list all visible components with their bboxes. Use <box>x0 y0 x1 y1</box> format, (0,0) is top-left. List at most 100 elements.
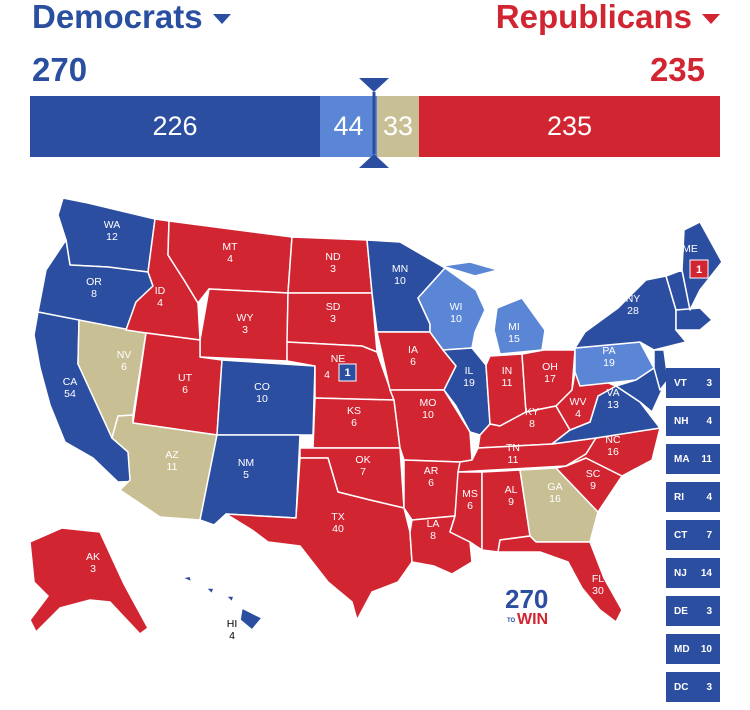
state-il[interactable] <box>442 347 491 436</box>
state-label-wv-abbr: WV <box>570 396 587 408</box>
small-state-ev: 3 <box>706 605 712 617</box>
small-states-list: VT 3 NH 4 MA 11 RI 4 CT 7 NJ 14 DE 3 MD 10 DC 3 <box>666 368 720 710</box>
state-label-mo-ev: 10 <box>422 409 434 421</box>
state-fl[interactable] <box>497 535 623 623</box>
solid-dem-segment: 226 <box>30 96 320 157</box>
state-label-pa-abbr: PA <box>602 345 615 357</box>
state-label-me-abbr: ME <box>682 243 698 255</box>
state-label-al-ev: 9 <box>508 496 514 508</box>
small-state-nh[interactable]: NH 4 <box>666 406 720 436</box>
state-label-nc-abbr: NC <box>605 434 621 446</box>
state-label-me-ev: 3 <box>677 263 683 275</box>
state-label-ia-ev: 6 <box>410 356 416 368</box>
state-label-va-ev: 13 <box>607 399 619 411</box>
small-state-abbr: DE <box>674 605 688 617</box>
270towin-logo: 270 TO WIN <box>505 584 548 628</box>
small-state-dc[interactable]: DC 3 <box>666 672 720 702</box>
state-label-wy-abbr: WY <box>237 312 254 324</box>
small-state-de[interactable]: DE 3 <box>666 596 720 626</box>
state-label-id-ev: 4 <box>157 297 163 309</box>
state-label-id-abbr: ID <box>155 285 166 297</box>
state-label-hi-abbr: HI <box>227 618 238 630</box>
state-label-la-abbr: LA <box>427 518 440 530</box>
state-label-or-ev: 8 <box>91 288 97 300</box>
state-label-ne-abbr: NE <box>331 353 346 365</box>
state-label-ar-abbr: AR <box>424 465 439 477</box>
state-tx[interactable] <box>225 457 413 621</box>
state-label-ny-abbr: NY <box>626 293 641 305</box>
state-label-mt-abbr: MT <box>222 241 238 253</box>
state-label-nd-abbr: ND <box>325 251 341 263</box>
small-state-abbr: MA <box>674 453 690 465</box>
state-label-mn-ev: 10 <box>394 275 406 287</box>
state-label-ky-ev: 8 <box>529 418 535 430</box>
small-state-ri[interactable]: RI 4 <box>666 482 720 512</box>
me-district-badge[interactable] <box>689 259 709 279</box>
democrats-dropdown[interactable]: Democrats <box>32 0 231 34</box>
state-label-ca-abbr: CA <box>63 376 78 388</box>
state-md-de[interactable] <box>615 367 663 413</box>
state-label-al-abbr: AL <box>505 484 518 496</box>
state-label-ok-abbr: OK <box>355 454 370 466</box>
state-ak[interactable] <box>29 527 149 635</box>
state-hi[interactable] <box>181 575 263 631</box>
small-state-ma[interactable]: MA 11 <box>666 444 720 474</box>
chevron-down-icon <box>702 14 720 24</box>
state-nc[interactable] <box>565 427 661 477</box>
us-electoral-map[interactable]: 1 1 WA 12 OR 8 CA 54 NV 6 ID 4 MT 4 WY 3… <box>0 190 750 710</box>
state-label-ok-ev: 7 <box>360 466 366 478</box>
state-label-nv-ev: 6 <box>121 361 127 373</box>
state-wi[interactable] <box>417 267 486 351</box>
state-label-oh-ev: 17 <box>544 373 556 385</box>
small-state-ev: 3 <box>706 377 712 389</box>
270-marker-icon <box>359 78 389 168</box>
state-label-ny-ev: 28 <box>627 305 639 317</box>
state-wy[interactable] <box>199 288 289 362</box>
state-label-ga-abbr: GA <box>547 481 562 493</box>
republicans-dropdown[interactable]: Republicans <box>496 0 720 34</box>
small-state-abbr: NJ <box>674 567 687 579</box>
state-label-wy-ev: 3 <box>242 324 248 336</box>
state-label-nm-ev: 5 <box>243 469 249 481</box>
state-label-tn-ev: 11 <box>508 454 519 466</box>
state-label-nm-abbr: NM <box>238 457 254 469</box>
small-state-nj[interactable]: NJ 14 <box>666 558 720 588</box>
state-label-ar-ev: 6 <box>428 477 434 489</box>
state-label-ut-abbr: UT <box>178 372 193 384</box>
state-label-oh-abbr: OH <box>542 361 558 373</box>
state-label-mt-ev: 4 <box>227 253 233 265</box>
state-label-wa-ev: 12 <box>106 231 118 243</box>
state-label-ia-abbr: IA <box>408 344 418 356</box>
state-label-ne-ev: 4 <box>324 369 330 381</box>
chevron-down-icon <box>212 14 231 24</box>
state-label-sd-ev: 3 <box>330 313 336 325</box>
lean-dem-segment: 44 <box>320 96 377 157</box>
small-state-md[interactable]: MD 10 <box>666 634 720 664</box>
ne-district-badge[interactable] <box>338 363 357 382</box>
state-label-la-ev: 8 <box>430 530 436 542</box>
state-label-hi-ev: 4 <box>229 630 235 642</box>
state-label-nv-abbr: NV <box>117 349 132 361</box>
state-nj[interactable] <box>653 349 669 391</box>
small-state-ct[interactable]: CT 7 <box>666 520 720 550</box>
state-label-mn-abbr: MN <box>392 263 408 275</box>
small-state-ev: 11 <box>701 453 712 465</box>
state-label-nc-ev: 16 <box>607 446 619 458</box>
state-label-fl-ev: 30 <box>592 585 604 597</box>
state-label-wi-abbr: WI <box>450 301 463 313</box>
state-label-nd-ev: 3 <box>330 263 336 275</box>
small-state-ev: 3 <box>706 681 712 693</box>
state-ma-ct-ri[interactable] <box>675 307 713 331</box>
democrats-total: 270 <box>32 51 88 88</box>
small-state-vt[interactable]: VT 3 <box>666 368 720 398</box>
state-label-az-abbr: AZ <box>165 449 179 461</box>
small-state-abbr: MD <box>674 643 690 655</box>
state-nm[interactable] <box>199 434 301 526</box>
small-state-ev: 7 <box>706 529 712 541</box>
state-label-ak-ev: 3 <box>90 563 96 575</box>
state-label-ut-ev: 6 <box>182 384 188 396</box>
small-state-abbr: VT <box>674 377 687 389</box>
state-label-sd-abbr: SD <box>326 301 341 313</box>
small-state-ev: 4 <box>706 415 712 427</box>
state-label-az-ev: 11 <box>167 461 178 473</box>
